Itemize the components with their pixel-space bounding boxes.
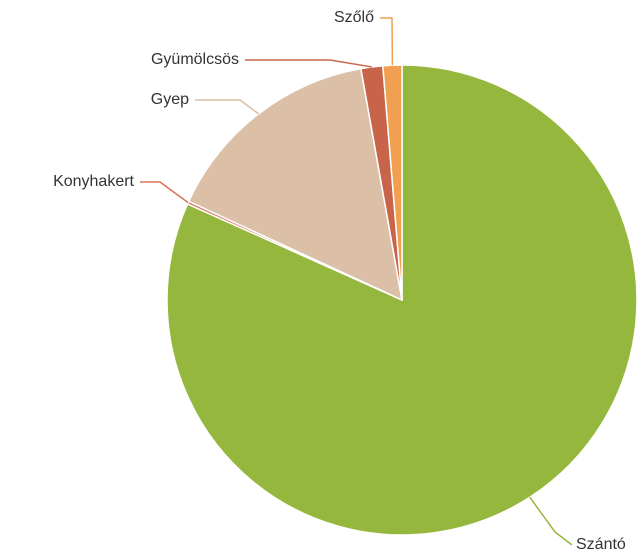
leader-line xyxy=(380,17,394,66)
slice-label: Szőlő xyxy=(334,9,374,26)
leader-line xyxy=(140,181,189,204)
slice-label: Gyümölcsös xyxy=(151,51,239,68)
pie-slice xyxy=(187,67,403,302)
slice-label: Gyep xyxy=(151,91,189,108)
leader-line xyxy=(529,496,573,546)
slice-label: Szántó xyxy=(576,536,626,553)
leader-line xyxy=(245,59,372,68)
leader-line xyxy=(195,99,259,115)
slice-label: Konyhakert xyxy=(53,173,134,190)
